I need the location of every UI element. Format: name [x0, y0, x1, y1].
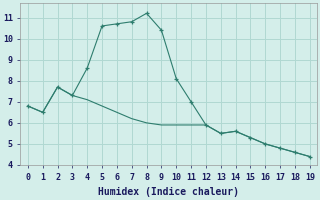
- X-axis label: Humidex (Indice chaleur): Humidex (Indice chaleur): [98, 187, 239, 197]
